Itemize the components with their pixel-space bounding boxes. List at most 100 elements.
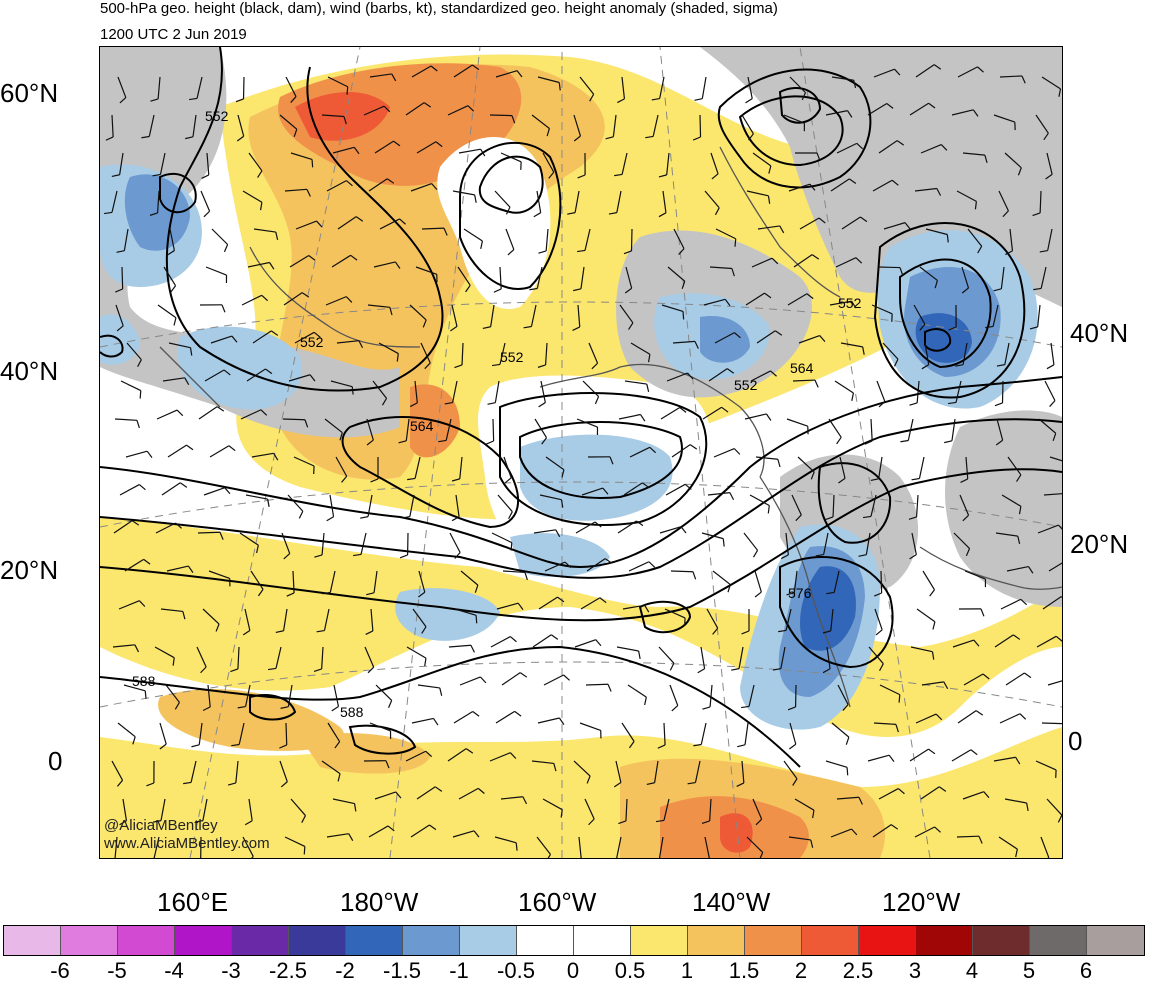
wind-barb [744,533,758,550]
wind-barb [708,493,730,495]
wind-barb [919,457,924,479]
wind-barb-flag [222,305,225,312]
colorbar-swatch [61,926,118,955]
wind-barb [755,571,761,592]
lat-label-right: 0 [1068,726,1082,757]
wind-barb-flag [327,517,334,521]
map-frame: 552 552 552 552 552 564 564 576 588 588 [99,46,1063,859]
colorbar-swatch [745,926,802,955]
wind-barb-flag [930,590,935,596]
wind-barb-flag [766,414,771,421]
wind-barb [957,836,979,837]
wind-barb-flag [900,440,908,441]
lon-label: 140°W [692,887,770,918]
wind-barb-flag [204,211,210,217]
lon-label: 120°W [882,887,960,918]
colorbar-label: -2 [335,958,355,984]
wind-barb [881,571,882,593]
wind-barb-flag [171,286,176,292]
wind-barb [878,267,900,268]
wind-barb-flag [360,517,368,519]
wind-barb [700,115,701,137]
wind-barb-flag [1047,365,1054,369]
wind-barb-flag [139,485,145,490]
credit-website: www.AliciaMBentley.com [104,835,270,852]
wind-barb [121,381,141,391]
wind-barb-flag [755,592,761,597]
lat-label-right: 40°N [1070,318,1128,349]
wind-barb-flag [137,420,139,428]
wind-barb-flag [693,572,696,580]
wind-barb-flag [778,459,780,467]
wind-barb [493,419,494,441]
wind-barb [835,381,853,393]
wind-barb [787,419,808,426]
wind-barb [671,571,693,572]
contour-label: 552 [205,108,229,124]
colorbar-swatch [859,926,916,955]
colorbar-swatch [688,926,745,955]
wind-barb [199,407,217,419]
colorbar-swatch [1087,926,1144,955]
wind-barb [1001,599,1021,609]
colorbar-label: 1 [681,958,693,984]
colorbar [3,925,1145,956]
wind-barb [201,191,210,211]
colorbar-label: -6 [50,958,70,984]
colorbar-label: 1.5 [729,958,760,984]
colorbar-label: -1.5 [383,958,421,984]
colorbar-label: 2 [795,958,807,984]
shade-red-south [720,813,753,852]
wind-barb-flag [909,403,917,405]
colorbar-label: 4 [966,958,978,984]
wind-barb-flag [177,410,183,416]
wind-barb-flag [933,622,935,630]
wind-barb [168,445,186,457]
colorbar-label: 0 [567,958,579,984]
wind-barb-flag [347,87,348,95]
wind-barb-flag [730,493,734,500]
lon-label: 160°W [518,887,596,918]
colorbar-label: -4 [164,958,184,984]
wind-barb-flag [186,445,192,450]
wind-barb [1042,723,1062,724]
wind-barb-flag [1050,401,1055,407]
wind-barb [714,449,734,457]
wind-barb [162,483,180,495]
wind-barb [286,723,287,745]
wind-barb [586,684,608,685]
wind-barb-flag [140,391,141,399]
wind-barb-flag [815,380,818,387]
wind-barb [120,485,139,495]
anomaly-map: 552 552 552 552 552 564 564 576 588 588 [100,47,1062,858]
wind-barb [702,77,706,99]
colorbar-swatch [4,926,61,955]
wind-barb [158,305,176,318]
wind-barb-flag [768,506,769,514]
wind-barb [1038,305,1040,327]
wind-barb-flag [745,99,752,103]
wind-barb-flag [876,630,882,635]
colorbar-swatch [118,926,175,955]
wind-barb-flag [180,483,187,488]
wind-barb [204,488,225,495]
wind-barb-flag [694,99,702,101]
wind-barb-flag [899,695,900,703]
colorbar-swatch [289,926,346,955]
wind-barb-flag [224,244,227,251]
wind-barb-flag [912,479,920,480]
shade-gray-east [945,410,1062,607]
wind-barb-flag [723,539,724,547]
colorbar-swatch [232,926,289,955]
anomaly-shading [100,47,1062,858]
colorbar-swatch [517,926,574,955]
colorbar-swatch [631,926,688,955]
wind-barb-flag [312,159,313,167]
lat-label-left: 40°N [0,356,58,387]
wind-barb [283,419,305,420]
wind-barb-flag [683,311,684,319]
contour-label: 588 [132,673,156,689]
colorbar-label: 2.5 [843,958,874,984]
contour-label: 564 [410,418,434,434]
wind-barb-flag [516,843,517,851]
